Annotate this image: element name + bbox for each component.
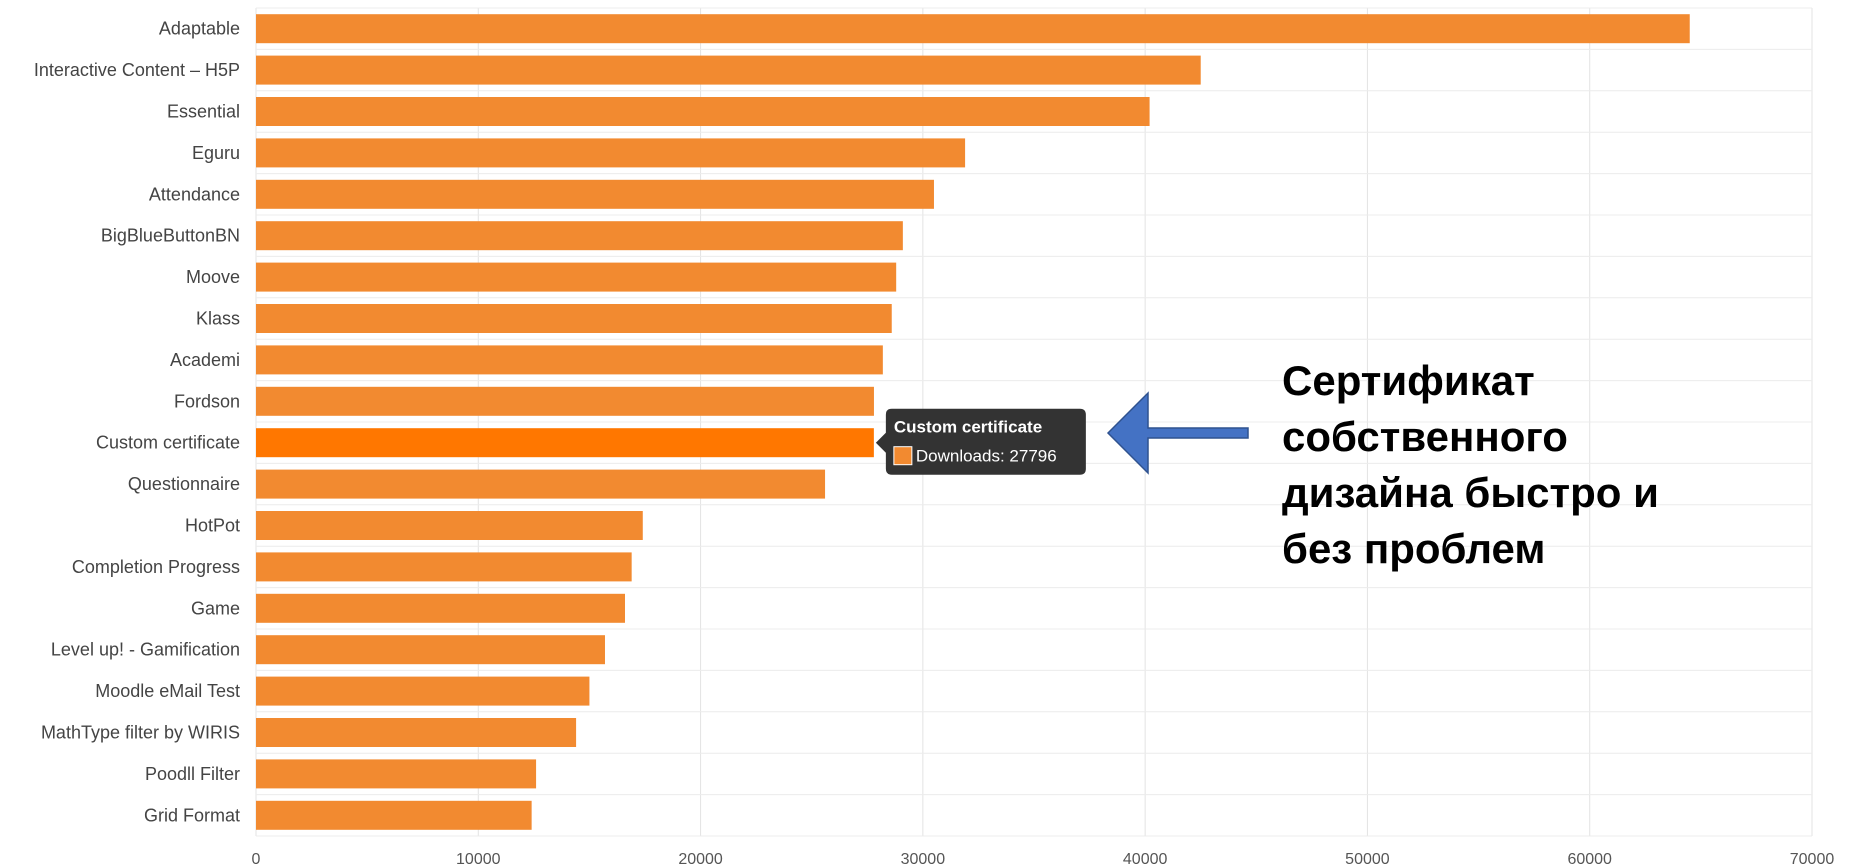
bar-1[interactable] (256, 55, 1201, 85)
bar-0[interactable] (256, 14, 1690, 44)
category-label-5: BigBlueButtonBN (101, 226, 240, 246)
left-arrow-icon (1106, 391, 1249, 475)
category-label-10: Custom certificate (96, 433, 240, 453)
bar-11[interactable] (256, 469, 826, 499)
bar-14[interactable] (256, 593, 625, 623)
category-label-3: Eguru (192, 143, 240, 163)
tooltip-swatch (893, 446, 913, 466)
x-tick-label-6: 60000 (1567, 851, 1612, 864)
annotation-line-1: Сертификат (1282, 357, 1535, 404)
x-tick-label-4: 40000 (1123, 851, 1168, 864)
tooltip-text: Downloads: 27796 (916, 447, 1057, 466)
bar-2[interactable] (256, 97, 1150, 126)
bar-15[interactable] (256, 635, 605, 665)
annotation-line-3: дизайна быстро и (1282, 469, 1659, 516)
x-tick-label-0: 0 (252, 851, 261, 864)
category-label-0: Adaptable (159, 19, 240, 39)
category-label-17: MathType filter by WIRIS (41, 723, 240, 743)
tooltip-title: Custom certificate (894, 418, 1042, 437)
bar-7[interactable] (256, 304, 892, 333)
category-label-1: Interactive Content – H5P (34, 60, 240, 80)
annotation-text: Сертификат собственного дизайна быстро и… (1282, 353, 1802, 577)
bar-8[interactable] (256, 345, 883, 375)
x-tick-label-2: 20000 (678, 851, 723, 864)
bar-9[interactable] (256, 386, 874, 416)
category-label-19: Grid Format (144, 805, 240, 825)
category-label-9: Fordson (174, 391, 240, 411)
category-label-4: Attendance (149, 184, 240, 204)
bar-5[interactable] (256, 221, 903, 251)
bar-17[interactable] (256, 718, 577, 747)
bar-18[interactable] (256, 759, 537, 789)
category-label-2: Essential (167, 102, 240, 122)
annotation-line-4: без проблем (1282, 525, 1546, 572)
category-labels: Adaptable Interactive Content – H5P Essent… (34, 19, 240, 826)
x-tick-label-5: 50000 (1345, 851, 1390, 864)
category-label-18: Poodll Filter (145, 764, 240, 784)
grid-lines (255, 7, 1813, 837)
tooltip-background (875, 408, 1086, 475)
category-label-11: Questionnaire (128, 474, 240, 494)
x-tick-labels: 0 10000 20000 30000 40000 50000 60000 70000 (252, 851, 1835, 864)
bar-10[interactable] (256, 428, 874, 458)
annotation-line-2: собственного (1282, 413, 1568, 460)
bar-3[interactable] (256, 138, 966, 168)
x-tick-label-7: 70000 (1790, 851, 1835, 864)
category-label-13: Completion Progress (72, 557, 240, 577)
category-label-8: Academi (170, 350, 240, 370)
tooltip: Custom certificate Downloads: 27796 (875, 408, 1086, 475)
bar-13[interactable] (256, 552, 632, 582)
bar-12[interactable] (256, 511, 643, 540)
bar-4[interactable] (256, 179, 934, 209)
bar-19[interactable] (256, 800, 532, 830)
category-label-12: HotPot (185, 516, 240, 536)
category-label-7: Klass (196, 309, 240, 329)
x-tick-label-1: 10000 (456, 851, 501, 864)
category-label-15: Level up! - Gamification (51, 640, 240, 660)
arrow-shape (1106, 391, 1249, 475)
x-tick-label-3: 30000 (901, 851, 946, 864)
category-label-16: Moodle eMail Test (95, 681, 240, 701)
bar-6[interactable] (256, 262, 897, 292)
category-label-6: Moove (186, 267, 240, 287)
bar-16[interactable] (256, 676, 590, 706)
bars (256, 14, 1690, 830)
category-label-14: Game (191, 598, 240, 618)
